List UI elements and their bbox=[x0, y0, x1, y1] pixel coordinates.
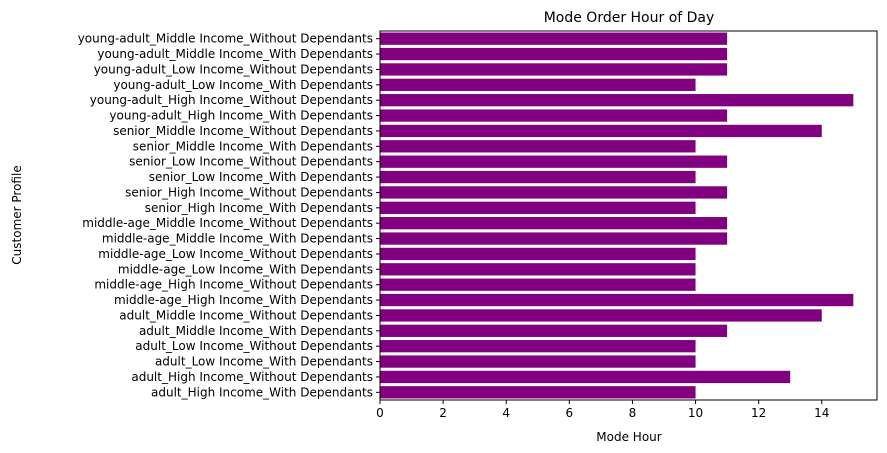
bar bbox=[380, 32, 728, 45]
y-tick-label: middle-age_Middle Income_With Dependants bbox=[102, 232, 373, 246]
bar bbox=[380, 109, 728, 122]
y-tick-label: adult_Middle Income_Without Dependants bbox=[119, 308, 373, 322]
y-tick-label: middle-age_Middle Income_Without Dependa… bbox=[82, 216, 373, 230]
chart-title: Mode Order Hour of Day bbox=[544, 10, 715, 26]
bar bbox=[380, 217, 728, 230]
y-tick-label: adult_High Income_Without Dependants bbox=[131, 370, 373, 384]
y-tick-label: senior_Middle Income_With Dependants bbox=[133, 139, 373, 153]
plot-frame bbox=[379, 30, 878, 401]
bar bbox=[380, 186, 728, 199]
bar bbox=[380, 124, 822, 138]
bar bbox=[380, 94, 854, 107]
bar bbox=[380, 232, 728, 245]
y-tick-label: middle-age_High Income_Without Dependant… bbox=[94, 278, 373, 292]
x-tick-label: 14 bbox=[814, 406, 829, 420]
bar bbox=[380, 170, 696, 184]
y-tick-label: senior_High Income_With Dependants bbox=[145, 201, 373, 215]
bar bbox=[380, 47, 728, 61]
x-tick-label: 12 bbox=[751, 406, 766, 420]
y-tick-label: young-adult_Low Income_With Dependants bbox=[113, 78, 373, 92]
y-tick-label: senior_Middle Income_Without Dependants bbox=[113, 124, 373, 138]
bar bbox=[380, 309, 822, 322]
x-tick-label: 0 bbox=[376, 406, 384, 420]
bar bbox=[380, 78, 696, 91]
bar bbox=[380, 263, 696, 276]
bar bbox=[380, 278, 696, 291]
y-tick-label: middle-age_Low Income_With Dependants bbox=[118, 262, 373, 276]
y-tick-label: young-adult_High Income_With Dependants bbox=[109, 109, 373, 123]
y-tick-label: young-adult_High Income_Without Dependan… bbox=[90, 93, 373, 107]
x-axis-ticks: 0 2 4 6 8 10 12 14 bbox=[376, 400, 829, 420]
y-tick-label: middle-age_High Income_With Dependants bbox=[114, 293, 373, 307]
y-axis-ticks: young-adult_Middle Income_Without Depend… bbox=[78, 32, 380, 399]
y-tick-label: young-adult_Middle Income_Without Depend… bbox=[78, 32, 373, 46]
x-tick-label: 10 bbox=[688, 406, 703, 420]
bar bbox=[380, 155, 728, 168]
y-tick-label: senior_Low Income_Without Dependants bbox=[129, 155, 373, 169]
x-tick-label: 2 bbox=[439, 406, 447, 420]
bar bbox=[380, 140, 696, 153]
y-tick-label: young-adult_Low Income_Without Dependant… bbox=[94, 62, 373, 76]
bar bbox=[380, 386, 696, 399]
bar bbox=[380, 247, 696, 261]
x-tick-label: 6 bbox=[566, 406, 574, 420]
x-axis-label: Mode Hour bbox=[596, 430, 661, 444]
y-tick-label: adult_Low Income_Without Dependants bbox=[135, 339, 373, 353]
y-tick-label: adult_Low Income_With Dependants bbox=[155, 355, 373, 369]
bar bbox=[380, 201, 696, 214]
x-tick-label: 8 bbox=[629, 406, 637, 420]
y-tick-label: senior_Low Income_With Dependants bbox=[149, 170, 373, 184]
y-tick-label: middle-age_Low Income_Without Dependants bbox=[98, 247, 373, 261]
y-tick-label: young-adult_Middle Income_With Dependant… bbox=[97, 47, 373, 61]
y-tick-label: adult_Middle Income_With Dependants bbox=[139, 324, 373, 338]
y-tick-label: senior_High Income_Without Dependants bbox=[125, 185, 373, 199]
bar bbox=[380, 63, 728, 76]
y-axis-label: Customer Profile bbox=[10, 165, 24, 264]
bar bbox=[380, 293, 854, 307]
bar bbox=[380, 324, 728, 337]
bar bbox=[380, 370, 791, 384]
bars-group bbox=[380, 32, 854, 399]
x-tick-label: 4 bbox=[502, 406, 510, 420]
bar bbox=[380, 355, 696, 368]
bar bbox=[380, 340, 696, 353]
y-tick-label: adult_High Income_With Dependants bbox=[151, 385, 373, 399]
